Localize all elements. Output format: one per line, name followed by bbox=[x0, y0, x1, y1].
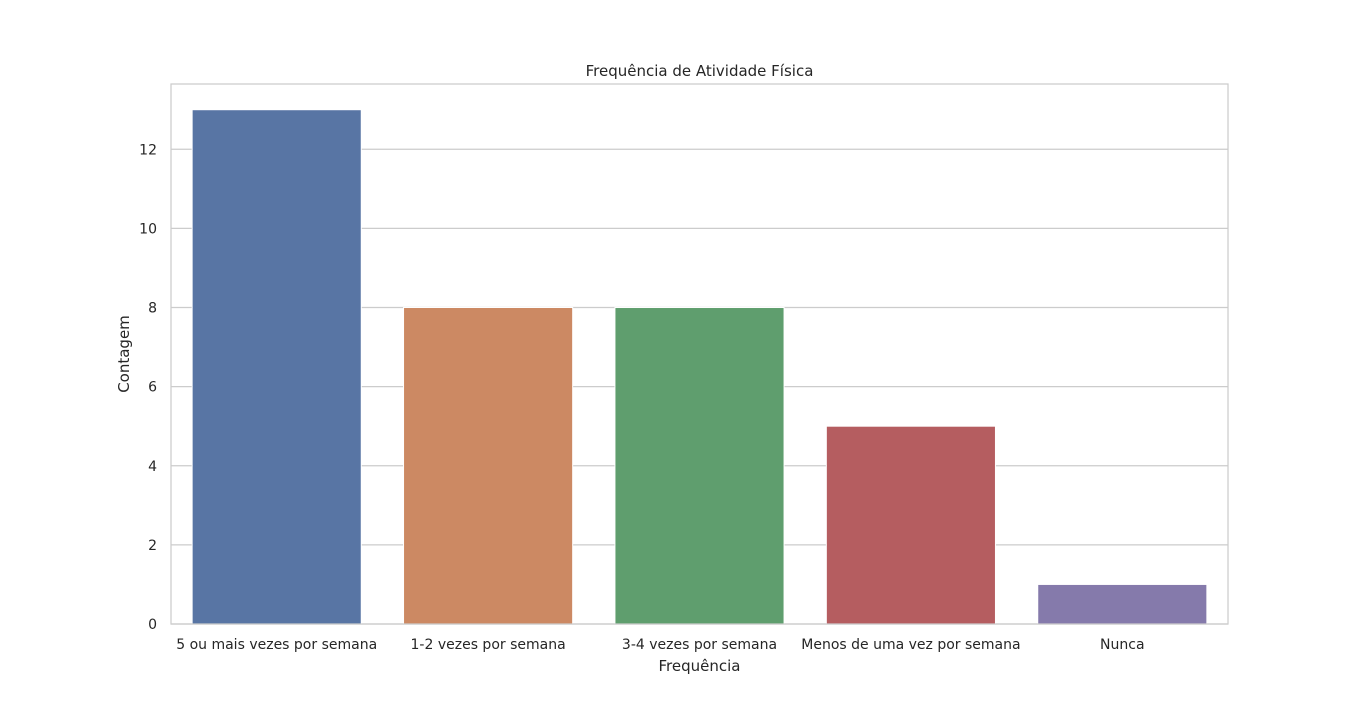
x-tick-label: 3-4 vezes por semana bbox=[622, 637, 777, 653]
x-axis-label: Frequência bbox=[659, 657, 741, 675]
x-tick-label: Menos de uma vez por semana bbox=[801, 637, 1020, 653]
y-tick-label: 12 bbox=[139, 142, 157, 158]
y-axis-label: Contagem bbox=[115, 315, 133, 393]
bar bbox=[825, 425, 996, 625]
y-tick-labels: 0 2 4 6 8 10 12 bbox=[139, 142, 157, 633]
x-tick-label: 1-2 vezes por semana bbox=[411, 637, 566, 653]
y-tick-label: 6 bbox=[148, 380, 157, 396]
x-tick-labels: 5 ou mais vezes por semana 1-2 vezes por … bbox=[176, 637, 1144, 653]
chart-title: Frequência de Atividade Física bbox=[586, 62, 814, 80]
bar bbox=[1037, 583, 1208, 625]
x-tick-label: 5 ou mais vezes por semana bbox=[176, 637, 377, 653]
plot-frame bbox=[170, 83, 1229, 625]
bar bbox=[403, 307, 574, 625]
y-tick-label: 2 bbox=[148, 538, 157, 554]
y-tick-label: 8 bbox=[148, 301, 157, 317]
y-tick-label: 10 bbox=[139, 221, 157, 237]
y-tick-label: 0 bbox=[148, 617, 157, 633]
y-tick-label: 4 bbox=[148, 459, 157, 475]
bar bbox=[614, 307, 785, 625]
bar bbox=[191, 109, 362, 625]
x-tick-label: Nunca bbox=[1100, 637, 1145, 653]
